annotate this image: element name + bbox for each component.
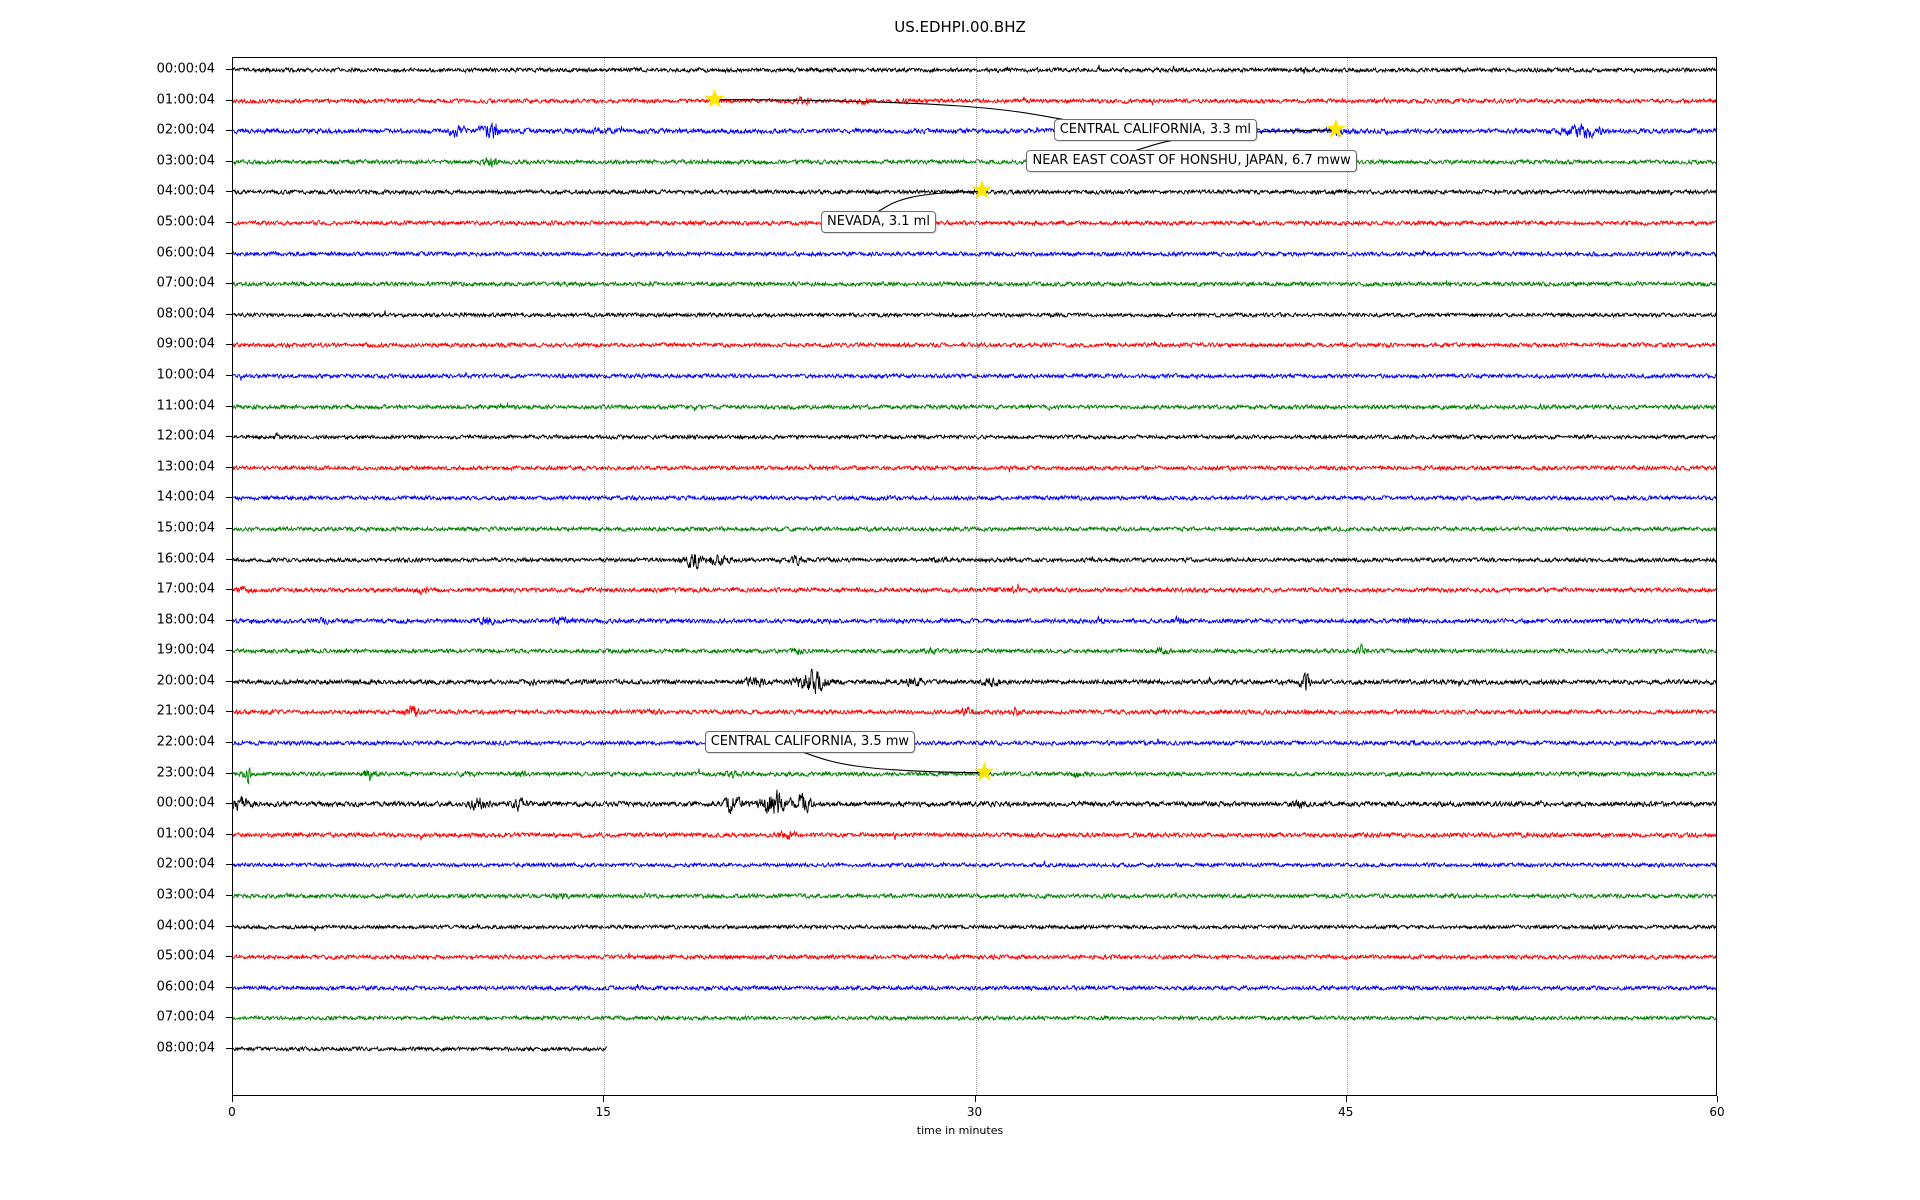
- chart-title: US.EDHPI.00.BHZ: [894, 18, 1026, 36]
- y-axis-tick-label: 03:00:04: [156, 153, 215, 169]
- plot-area: [233, 58, 1716, 1095]
- x-axis-label: time in minutes: [916, 1124, 1004, 1137]
- y-axis-tick: [226, 405, 233, 407]
- plot-axes: [232, 57, 1717, 1096]
- y-axis-tick: [226, 772, 233, 774]
- y-axis-tick: [226, 619, 233, 621]
- y-axis-tick: [226, 1017, 233, 1019]
- y-axis-tick: [226, 986, 233, 988]
- y-axis-tick: [226, 160, 233, 162]
- y-axis-tick: [226, 680, 233, 682]
- y-axis-tick: [226, 925, 233, 927]
- y-axis-tick: [226, 589, 233, 591]
- x-axis-tick: [603, 1096, 605, 1102]
- x-axis-tick: [1345, 1096, 1347, 1102]
- y-axis-tick: [226, 742, 233, 744]
- y-axis-tick-label: 08:00:04: [156, 1040, 215, 1056]
- y-axis-tick-label: 20:00:04: [156, 673, 215, 689]
- grid-line: [604, 58, 606, 1095]
- y-axis-tick-label: 04:00:04: [156, 183, 215, 199]
- y-axis-tick-label: 03:00:04: [156, 887, 215, 903]
- y-axis-tick-label: 18:00:04: [156, 612, 215, 628]
- y-axis-tick-label: 09:00:04: [156, 336, 215, 352]
- x-axis-tick: [1717, 1096, 1718, 1102]
- grid-line: [1346, 58, 1348, 1095]
- y-axis-tick: [226, 374, 233, 376]
- x-axis-tick-label: 15: [595, 1105, 611, 1119]
- y-axis-tick: [226, 711, 233, 713]
- x-axis-tick-label: 0: [228, 1105, 236, 1119]
- y-axis-tick-label: 10:00:04: [156, 367, 215, 383]
- y-axis-tick-label: 02:00:04: [156, 122, 215, 138]
- x-axis-tick-label: 45: [1338, 1105, 1354, 1119]
- y-axis-tick-label: 01:00:04: [156, 92, 215, 108]
- y-axis-tick-label: 23:00:04: [156, 765, 215, 781]
- y-axis-tick-label: 21:00:04: [156, 703, 215, 719]
- y-axis-tick-label: 02:00:04: [156, 856, 215, 872]
- y-axis-tick-label: 19:00:04: [156, 642, 215, 658]
- x-axis-tick-label: 30: [966, 1105, 983, 1119]
- y-axis-tick: [226, 436, 233, 438]
- y-axis-tick-label: 16:00:04: [156, 551, 215, 566]
- y-axis-tick-label: 05:00:04: [156, 948, 215, 964]
- y-axis-tick: [226, 313, 233, 315]
- y-axis-tick-label: 13:00:04: [156, 459, 215, 475]
- grid-line: [975, 58, 977, 1095]
- y-axis-tick: [226, 344, 233, 346]
- y-axis-tick: [226, 1048, 233, 1049]
- y-axis-tick-label: 15:00:04: [156, 520, 215, 536]
- y-axis-tick: [226, 283, 233, 285]
- y-axis-tick-label: 07:00:04: [156, 1009, 215, 1025]
- y-axis-tick: [226, 864, 233, 866]
- y-axis-tick-label: 14:00:04: [156, 489, 215, 505]
- y-axis-tick-label: 04:00:04: [156, 918, 215, 934]
- y-axis-tick: [226, 956, 233, 958]
- y-axis-tick-label: 05:00:04: [156, 214, 215, 230]
- y-axis-tick: [226, 650, 233, 652]
- x-axis-tick: [232, 1096, 233, 1102]
- y-axis-tick: [226, 221, 233, 223]
- y-axis-tick: [226, 191, 233, 193]
- y-axis-tick: [226, 895, 233, 897]
- x-axis-tick: [974, 1096, 976, 1102]
- x-axis-tick-label: 60: [1709, 1105, 1725, 1119]
- y-axis-tick: [226, 99, 233, 101]
- y-axis-tick: [226, 69, 233, 70]
- y-axis-tick: [226, 497, 233, 499]
- y-axis-tick: [226, 803, 233, 805]
- y-axis-tick-label: 00:00:04: [156, 61, 215, 77]
- y-axis-tick-label: 06:00:04: [156, 979, 215, 995]
- y-axis-tick-label: 01:00:04: [156, 826, 215, 842]
- seismic-trace: [233, 1026, 607, 1070]
- y-axis-tick-label: 06:00:04: [156, 245, 215, 261]
- y-axis-tick: [226, 833, 233, 835]
- y-axis-tick: [226, 252, 233, 254]
- y-axis-tick: [226, 130, 233, 132]
- y-axis-tick-label: 17:00:04: [156, 581, 215, 597]
- y-axis-tick-label: 07:00:04: [156, 275, 215, 291]
- y-axis-tick-label: 12:00:04: [156, 428, 215, 444]
- y-axis-tick-label: 11:00:04: [156, 398, 215, 414]
- y-axis-tick-label: 22:00:04: [156, 734, 215, 750]
- y-axis-tick-label: 00:00:04: [156, 795, 215, 811]
- y-axis-tick: [226, 466, 233, 468]
- y-axis-tick: [226, 527, 233, 529]
- y-axis-tick: [226, 558, 233, 560]
- y-axis-tick-label: 08:00:04: [156, 306, 215, 322]
